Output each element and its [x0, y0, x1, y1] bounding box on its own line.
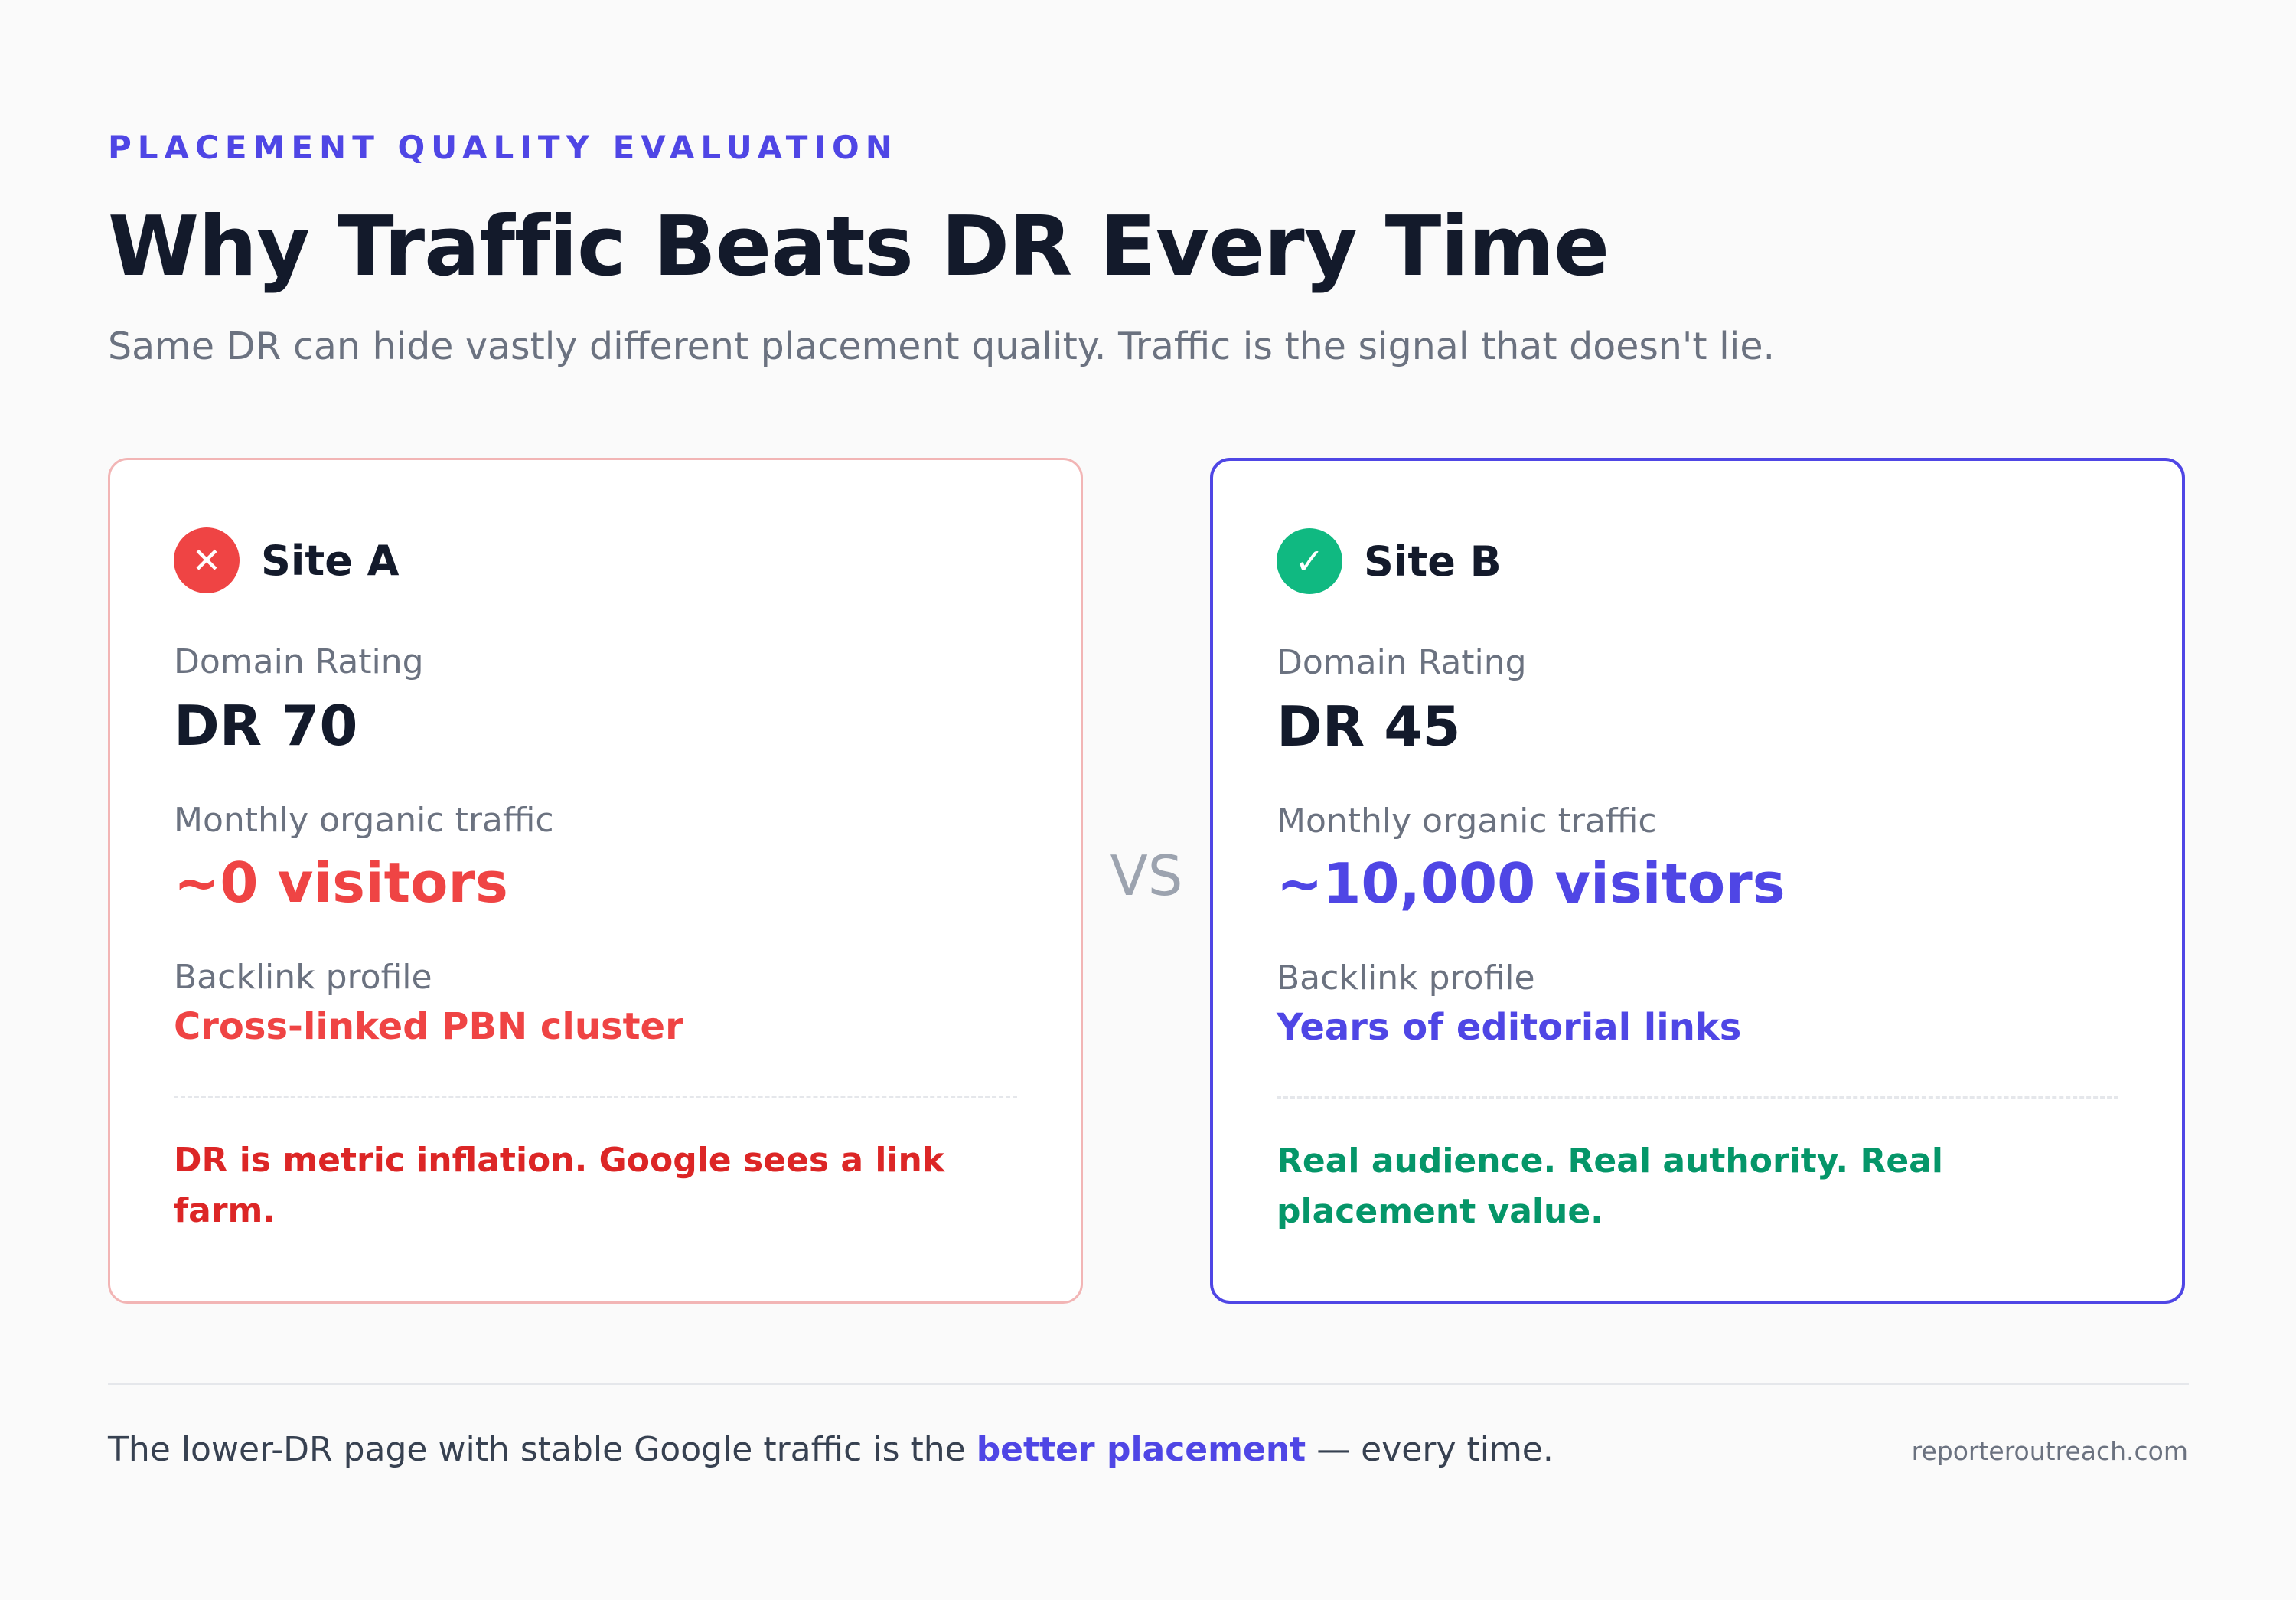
site-a-dr-value: DR 70: [174, 694, 358, 758]
site-b-verdict: Real audience. Real authority. Real plac…: [1277, 1141, 1943, 1231]
site-b-header: ✓ Site B: [1277, 528, 1502, 594]
site-a-header: ✕ Site A: [174, 527, 399, 593]
site-b-backlink-label: Backlink profile: [1277, 958, 1535, 998]
site-b-traffic-label: Monthly organic traffic: [1277, 802, 1657, 841]
footer-statement: The lower-DR page with stable Google tra…: [108, 1430, 1554, 1469]
x-mark-icon: ✕: [174, 527, 240, 593]
page-subtitle: Same DR can hide vastly different placem…: [108, 325, 1776, 368]
site-b-traffic-value: ~10,000 visitors: [1277, 851, 1786, 916]
check-mark-icon: ✓: [1277, 528, 1342, 594]
site-b-dr-label: Domain Rating: [1277, 643, 1527, 682]
footer-highlight: better placement: [976, 1430, 1306, 1469]
vs-label: VS: [1110, 844, 1183, 908]
footer-text-after: — every time.: [1306, 1430, 1554, 1469]
site-b-divider: [1277, 1096, 2118, 1099]
page-title: Why Traffic Beats DR Every Time: [108, 199, 1609, 295]
footer-divider: [108, 1383, 2189, 1385]
eyebrow-label: PLACEMENT QUALITY EVALUATION: [108, 129, 899, 166]
site-a-name: Site A: [261, 536, 400, 585]
site-b-name: Site B: [1364, 537, 1502, 586]
footer-source: reporteroutreach.com: [1911, 1436, 2188, 1466]
site-b-backlink-value: Years of editorial links: [1277, 1006, 1742, 1049]
site-b-dr-value: DR 45: [1277, 694, 1461, 759]
site-a-dr-label: Domain Rating: [174, 642, 424, 681]
site-a-card: ✕ Site A Domain Rating DR 70 Monthly org…: [108, 458, 1083, 1304]
site-a-traffic-value: ~0 visitors: [174, 851, 508, 915]
site-a-divider: [174, 1096, 1017, 1098]
site-a-backlink-value: Cross-linked PBN cluster: [174, 1005, 683, 1048]
footer-text-before: The lower-DR page with stable Google tra…: [108, 1430, 977, 1469]
site-a-traffic-label: Monthly organic traffic: [174, 801, 554, 840]
site-a-backlink-label: Backlink profile: [174, 958, 432, 997]
site-a-verdict: DR is metric inflation. Google sees a li…: [174, 1141, 945, 1230]
site-b-card: ✓ Site B Domain Rating DR 45 Monthly org…: [1210, 458, 2185, 1304]
